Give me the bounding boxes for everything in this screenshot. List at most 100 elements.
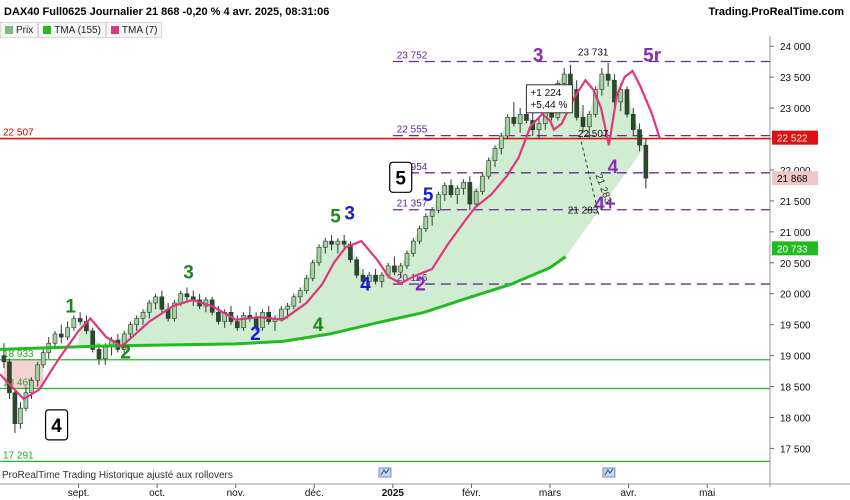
candle-body bbox=[335, 240, 341, 245]
candle bbox=[392, 256, 397, 276]
price-badge bbox=[772, 241, 818, 256]
candle bbox=[586, 111, 592, 140]
wave-label: 3 bbox=[183, 262, 194, 283]
prix-swatch-icon bbox=[5, 26, 13, 34]
wave-label: 5 bbox=[423, 185, 434, 206]
candle-body bbox=[40, 352, 46, 366]
candle bbox=[71, 315, 77, 331]
candle bbox=[159, 290, 165, 313]
candle-body bbox=[316, 247, 322, 264]
price-badge bbox=[772, 171, 818, 186]
wave-label: 3 bbox=[533, 46, 544, 67]
level-label: 21 357 bbox=[397, 199, 428, 210]
candle bbox=[398, 262, 404, 279]
y-tick-label: 19 500 bbox=[780, 321, 811, 332]
moving-averages bbox=[0, 69, 662, 401]
candle-body bbox=[35, 364, 41, 381]
candle-body bbox=[184, 293, 190, 298]
candle-body bbox=[467, 182, 473, 205]
candle bbox=[492, 145, 498, 167]
x-tick-label: 2025 bbox=[382, 488, 405, 499]
candle bbox=[605, 62, 611, 87]
wave-label: 2 bbox=[120, 343, 131, 364]
legend-item-tma7[interactable]: TMA (7) bbox=[105, 22, 163, 38]
boxed-label-text: 4 bbox=[51, 416, 62, 437]
candle-body bbox=[574, 89, 580, 118]
candle bbox=[511, 101, 517, 127]
candle bbox=[58, 324, 64, 344]
measure-box-line: +1 224 bbox=[530, 88, 561, 99]
x-tick-label: mai bbox=[699, 488, 715, 499]
x-axis: sept. oct. nov. déc. 2025 févr. mars avr. mai bbox=[68, 467, 715, 499]
candle-body bbox=[65, 327, 70, 338]
event-marker-icon bbox=[602, 467, 616, 478]
candle-body bbox=[630, 113, 636, 131]
candle bbox=[291, 293, 297, 310]
wave-label: 5r bbox=[643, 46, 662, 67]
candle-body bbox=[366, 274, 372, 282]
candle bbox=[18, 402, 23, 429]
candle bbox=[612, 74, 617, 109]
y-tick-label: 19 000 bbox=[780, 352, 811, 363]
candle bbox=[454, 185, 460, 204]
candle-body bbox=[172, 302, 177, 319]
candle-body bbox=[178, 293, 184, 304]
site-label[interactable]: Trading.ProRealTime.com bbox=[708, 6, 844, 18]
candle-body bbox=[404, 253, 410, 267]
candle-body bbox=[618, 89, 624, 103]
candle-body bbox=[278, 308, 284, 319]
wave-label: 4 bbox=[608, 157, 619, 178]
candle bbox=[335, 238, 341, 254]
wave-label: 1 bbox=[65, 296, 76, 317]
candle bbox=[480, 173, 485, 195]
candle-body bbox=[77, 318, 83, 322]
candle bbox=[1, 343, 7, 368]
candle-body bbox=[348, 243, 353, 260]
candle-body bbox=[329, 240, 334, 245]
x-tick-label: oct. bbox=[149, 488, 165, 499]
candle-body bbox=[29, 380, 34, 394]
candle-body bbox=[423, 216, 429, 230]
candle bbox=[498, 132, 504, 155]
candle-body bbox=[134, 318, 140, 325]
value-label: 21 283 bbox=[568, 205, 599, 216]
boxed-label-frame bbox=[389, 161, 413, 193]
candle-body bbox=[285, 305, 290, 310]
grid bbox=[0, 36, 850, 487]
price-badge-label: 22 522 bbox=[777, 134, 808, 145]
candle-body bbox=[580, 117, 586, 127]
candle bbox=[630, 108, 636, 136]
level-label: 22 555 bbox=[397, 125, 428, 136]
wave-label: 4+ bbox=[594, 194, 616, 215]
measure-box bbox=[525, 84, 573, 114]
candle-body bbox=[486, 160, 492, 177]
candle-body bbox=[536, 123, 542, 131]
candle bbox=[234, 315, 240, 331]
boxed-label-text: 5 bbox=[395, 168, 406, 189]
candle-body bbox=[360, 274, 366, 282]
candle-body bbox=[96, 349, 102, 360]
legend-item-tma155[interactable]: TMA (155) bbox=[38, 22, 106, 38]
candle bbox=[360, 268, 366, 288]
candle-body bbox=[159, 296, 165, 310]
y-tick-label: 21 500 bbox=[780, 197, 811, 208]
candle bbox=[536, 117, 542, 140]
candle-body bbox=[511, 117, 517, 124]
candle-body bbox=[637, 129, 642, 146]
tma7-line bbox=[0, 69, 662, 401]
candle-body bbox=[429, 209, 435, 217]
candle-body bbox=[498, 135, 504, 149]
candle bbox=[461, 179, 466, 195]
candle bbox=[366, 272, 372, 288]
candle bbox=[467, 176, 473, 211]
y-tick-label: 24 000 bbox=[780, 42, 811, 53]
candle bbox=[329, 234, 334, 251]
y-tick-label: 20 500 bbox=[780, 259, 811, 270]
legend-item-prix[interactable]: Prix bbox=[0, 22, 39, 38]
candle-body bbox=[241, 315, 246, 329]
candle-body bbox=[392, 265, 397, 273]
